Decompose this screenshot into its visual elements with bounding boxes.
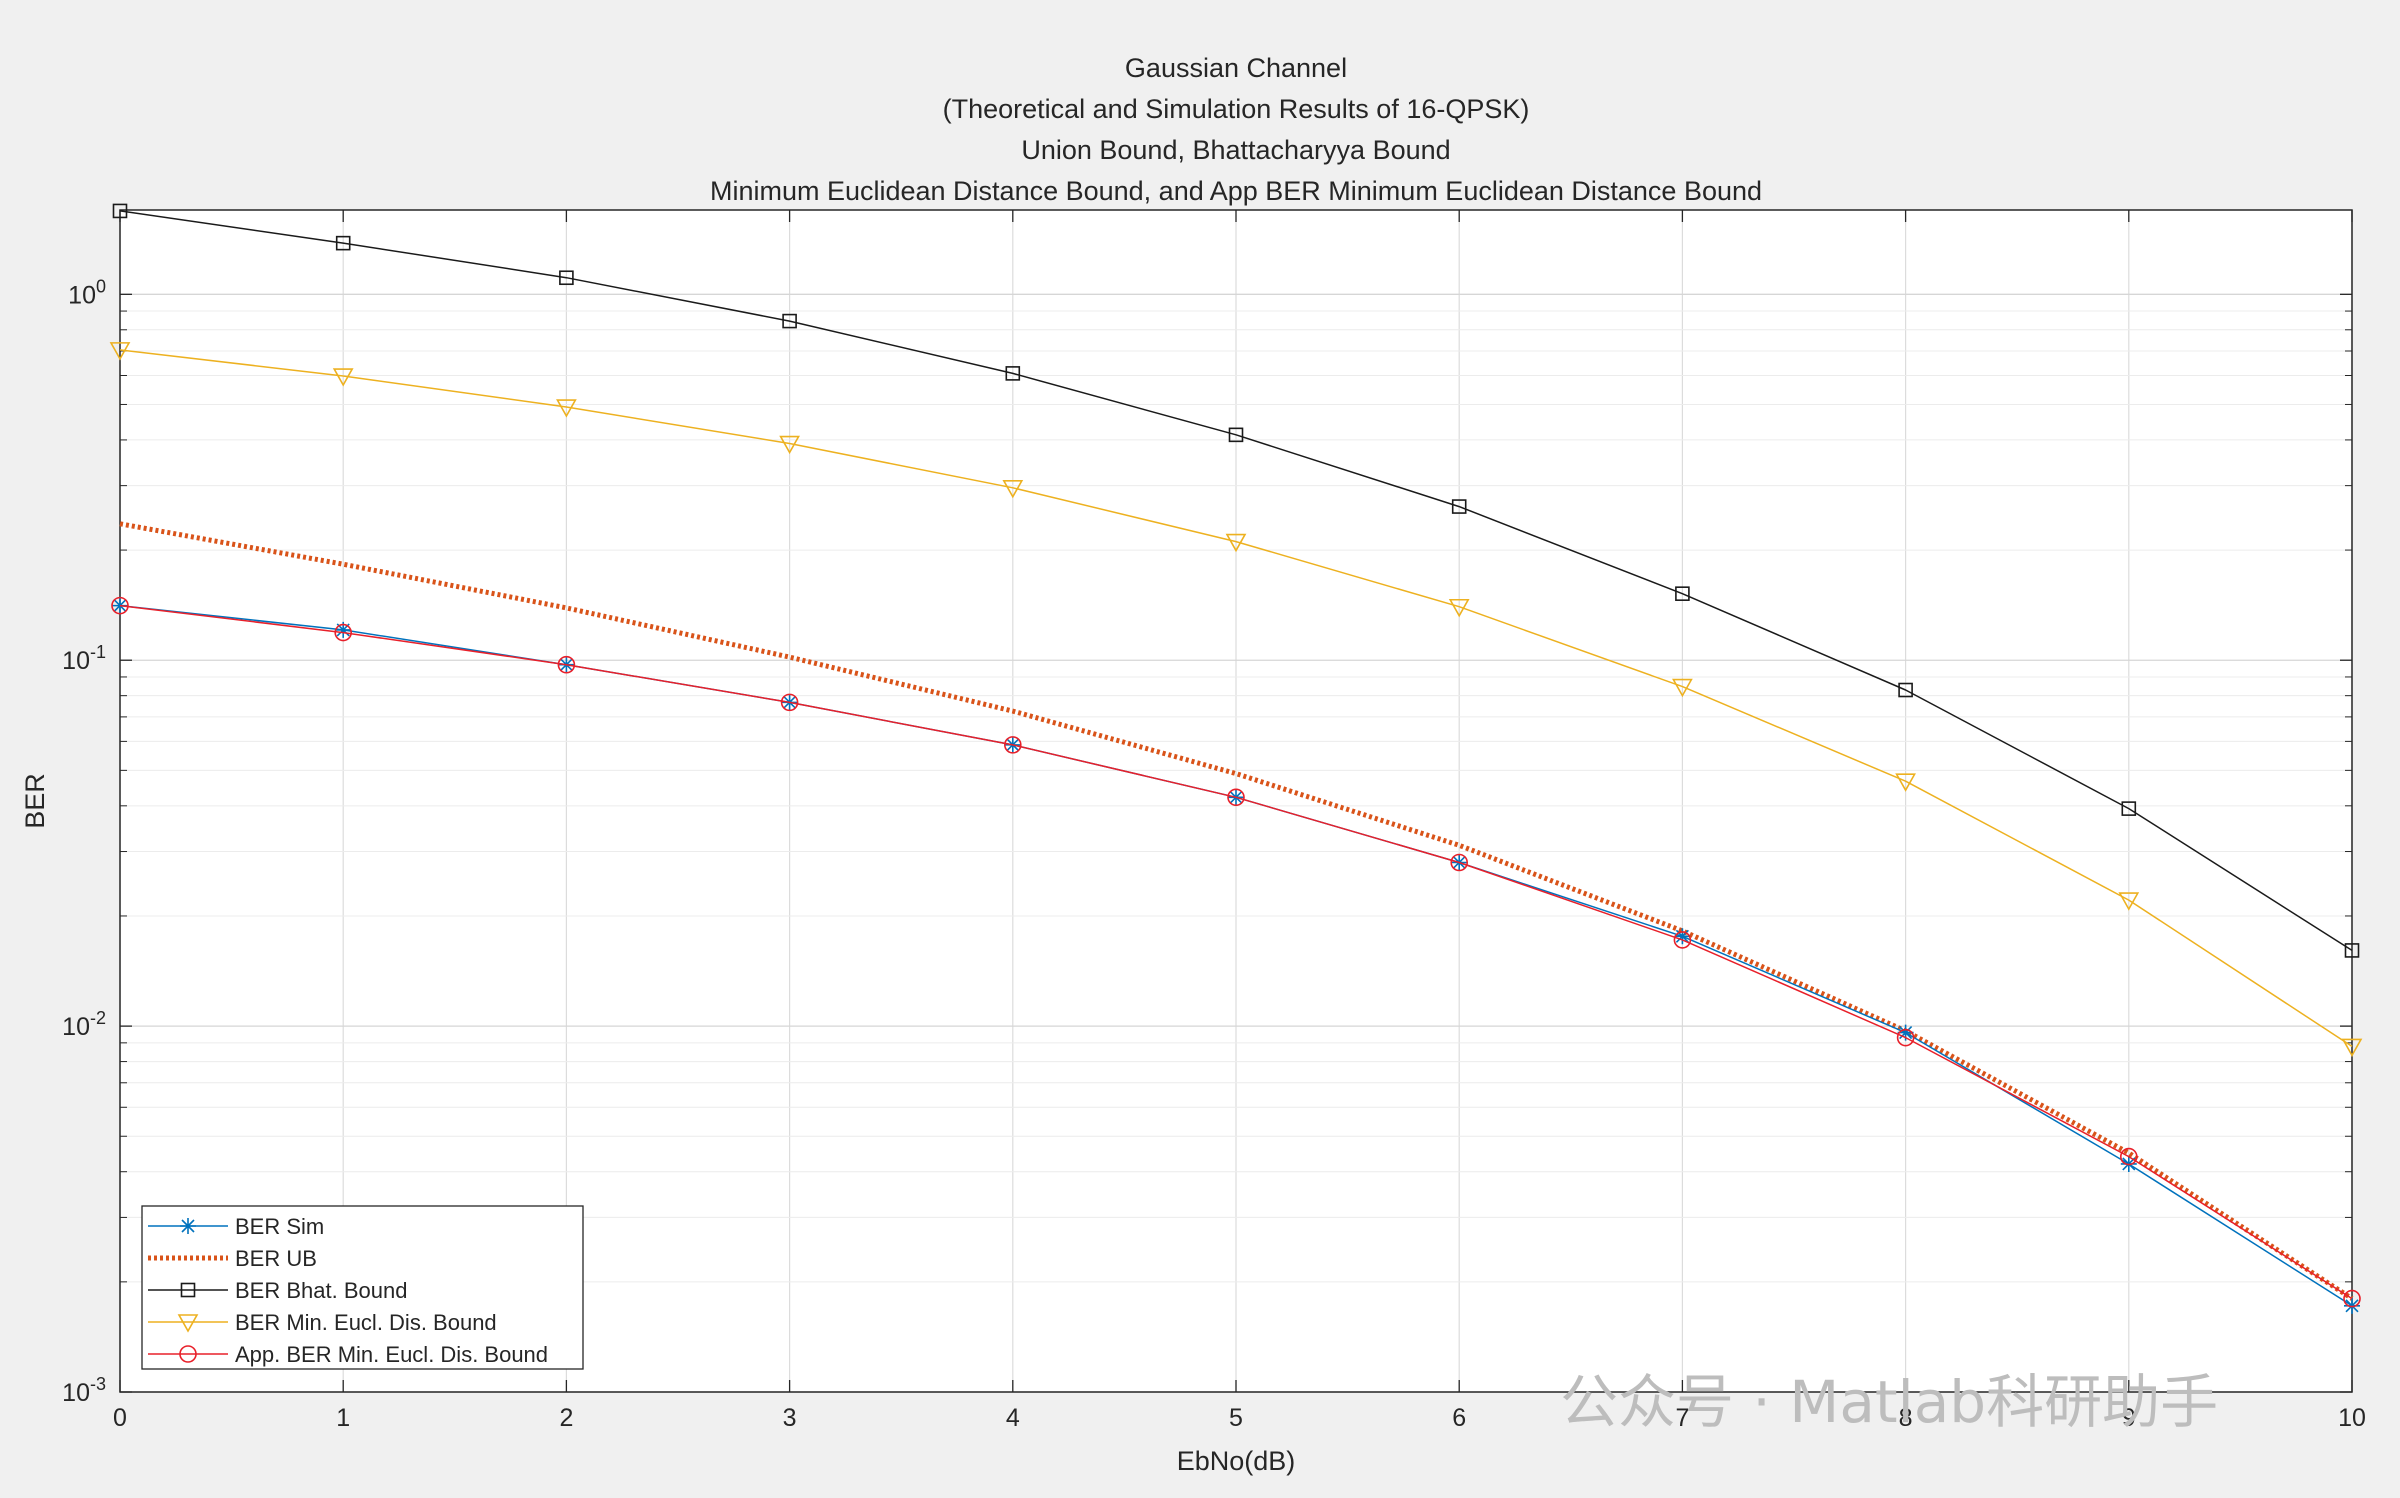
legend-label: BER Sim — [235, 1214, 324, 1239]
title-line-3: Union Bound, Bhattacharyya Bound — [1021, 135, 1450, 165]
x-tick-label: 4 — [1006, 1404, 1020, 1432]
legend-label: BER Min. Eucl. Dis. Bound — [235, 1310, 497, 1335]
legend-item-ber-bhat-bound: BER Bhat. Bound — [148, 1278, 407, 1303]
data-point-app-ber-min-eucl-dis-bound — [1896, 1028, 1915, 1047]
y-axis-label: BER — [20, 773, 50, 829]
legend-box — [141, 1205, 584, 1370]
chart-title: Gaussian Channel (Theoretical and Simula… — [710, 53, 1762, 206]
data-point-app-ber-min-eucl-dis-bound — [2120, 1147, 2138, 1166]
data-point-ber-bhat-bound — [1005, 366, 1021, 381]
data-point-ber-bhat-bound — [1228, 427, 1244, 443]
data-point-ber-bhat-bound — [1898, 682, 1913, 698]
legend-item-ber-sim: BER Sim — [148, 1214, 324, 1239]
data-point-ber-bhat-bound — [2344, 943, 2360, 958]
data-point-ber-bhat-bound — [559, 270, 574, 286]
title-line-2: (Theoretical and Simulation Results of 1… — [943, 94, 1530, 124]
data-point-ber-bhat-bound — [2121, 801, 2137, 816]
data-point-ber-min-eucl-dis-bound — [109, 342, 131, 361]
data-point-ber-min-eucl-dis-bound — [1225, 533, 1247, 553]
data-point-app-ber-min-eucl-dis-bound — [1227, 788, 1245, 807]
series-lines — [109, 203, 2363, 1314]
x-tick-label: 7 — [1675, 1404, 1689, 1432]
data-point-ber-sim — [1674, 928, 1691, 945]
data-point-app-ber-min-eucl-dis-bound — [780, 693, 799, 712]
x-tick-label: 5 — [1229, 1404, 1243, 1432]
x-tick-label: 0 — [113, 1404, 127, 1432]
data-point-ber-min-eucl-dis-bound — [779, 435, 800, 455]
legend-marker — [180, 1218, 196, 1234]
data-point-ber-bhat-bound — [335, 235, 351, 251]
data-point-app-ber-min-eucl-dis-bound — [557, 655, 576, 674]
x-tick-label: 6 — [1452, 1404, 1466, 1432]
data-point-ber-bhat-bound — [1675, 586, 1690, 601]
x-tick-label: 10 — [2338, 1404, 2366, 1432]
series-ber-min-eucl-dis-bound — [109, 342, 2363, 1058]
legend-label: App. BER Min. Eucl. Dis. Bound — [235, 1342, 548, 1367]
y-tick-label: 10-3 — [62, 1374, 106, 1407]
y-tick-label: 10-1 — [62, 642, 106, 675]
y-tick-label: 100 — [68, 276, 106, 309]
series-app-ber-min-eucl-dis-bound — [111, 596, 2361, 1308]
data-point-ber-min-eucl-dis-bound — [2118, 892, 2140, 911]
data-point-ber-sim — [335, 621, 352, 638]
data-point-ber-bhat-bound — [1451, 499, 1467, 514]
legend: BER Sim BER UB BER Bhat. Bound BER Min. Euc… — [141, 1205, 584, 1370]
data-point-ber-min-eucl-dis-bound — [2341, 1038, 2363, 1058]
legend-label: BER Bhat. Bound — [235, 1278, 407, 1303]
data-point-app-ber-min-eucl-dis-bound — [1003, 736, 1022, 754]
data-point-app-ber-min-eucl-dis-bound — [1450, 853, 1468, 872]
legend-item-app-ber-min-eucl-dis-bound: App. BER Min. Eucl. Dis. Bound — [148, 1342, 548, 1367]
legend-item-ber-min-eucl-dis-bound: BER Min. Eucl. Dis. Bound — [148, 1310, 497, 1335]
watermark-text: 公众号 · Matlab科研助手 — [1560, 1368, 2218, 1436]
y-tick-label: 10-2 — [62, 1008, 106, 1041]
legend-marker — [180, 1282, 196, 1298]
data-point-ber-min-eucl-dis-bound — [332, 368, 354, 387]
data-point-ber-bhat-bound — [112, 203, 128, 219]
data-point-ber-sim — [1897, 1024, 1914, 1041]
data-point-ber-min-eucl-dis-bound — [1672, 678, 1693, 698]
x-tick-label: 9 — [2122, 1404, 2136, 1432]
series-line-app-ber-min-eucl-dis-bound — [119, 604, 2353, 1300]
data-point-ber-min-eucl-dis-bound — [556, 399, 577, 418]
series-line-ber-ub — [119, 521, 2354, 1301]
series-ber-ub — [119, 521, 2354, 1301]
x-tick-label: 2 — [559, 1404, 573, 1432]
axis-ticks: 0 1 2 3 4 5 6 7 8 9 10 10-3 10-2 10-1 100 — [62, 210, 2366, 1432]
series-line-ber-bhat-bound — [119, 210, 2353, 952]
data-point-ber-min-eucl-dis-bound — [1448, 598, 1470, 618]
data-point-ber-min-eucl-dis-bound — [1002, 479, 1024, 499]
legend-label: BER UB — [235, 1246, 317, 1271]
x-tick-label: 1 — [336, 1404, 350, 1432]
legend-item-ber-ub: BER UB — [148, 1246, 317, 1271]
title-line-4: Minimum Euclidean Distance Bound, and Ap… — [710, 176, 1762, 206]
series-ber-bhat-bound — [112, 203, 2360, 958]
title-line-1: Gaussian Channel — [1125, 53, 1347, 83]
series-line-ber-min-eucl-dis-bound — [119, 349, 2353, 1048]
x-tick-label: 3 — [783, 1404, 797, 1432]
data-point-ber-min-eucl-dis-bound — [1895, 773, 1916, 792]
data-point-ber-bhat-bound — [782, 313, 797, 329]
x-tick-label: 8 — [1899, 1404, 1913, 1432]
data-point-app-ber-min-eucl-dis-bound — [334, 623, 353, 642]
x-axis-label: EbNo(dB) — [1177, 1446, 1296, 1476]
data-point-app-ber-min-eucl-dis-bound — [111, 596, 129, 615]
data-point-app-ber-min-eucl-dis-bound — [2343, 1289, 2361, 1308]
legend-marker — [177, 1314, 199, 1333]
legend-marker — [179, 1345, 197, 1363]
data-point-app-ber-min-eucl-dis-bound — [1673, 931, 1692, 949]
